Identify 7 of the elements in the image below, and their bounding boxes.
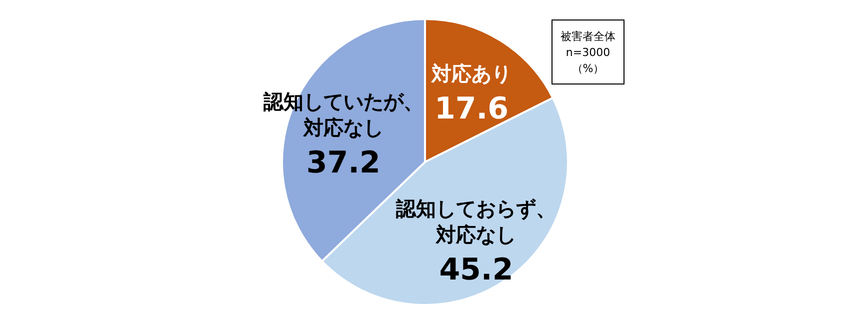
slice-label: 対応あり <box>430 62 512 86</box>
data-label: 45.2 <box>439 252 514 288</box>
data-label: 37.2 <box>306 145 380 180</box>
slice-label: 認知しておらず、対応なし <box>395 196 556 246</box>
data-label: 17.6 <box>434 92 509 127</box>
slice-label: 認知していたが、対応なし <box>262 89 424 140</box>
note-box: 被害者全体 n=3000 （%） <box>552 20 624 84</box>
